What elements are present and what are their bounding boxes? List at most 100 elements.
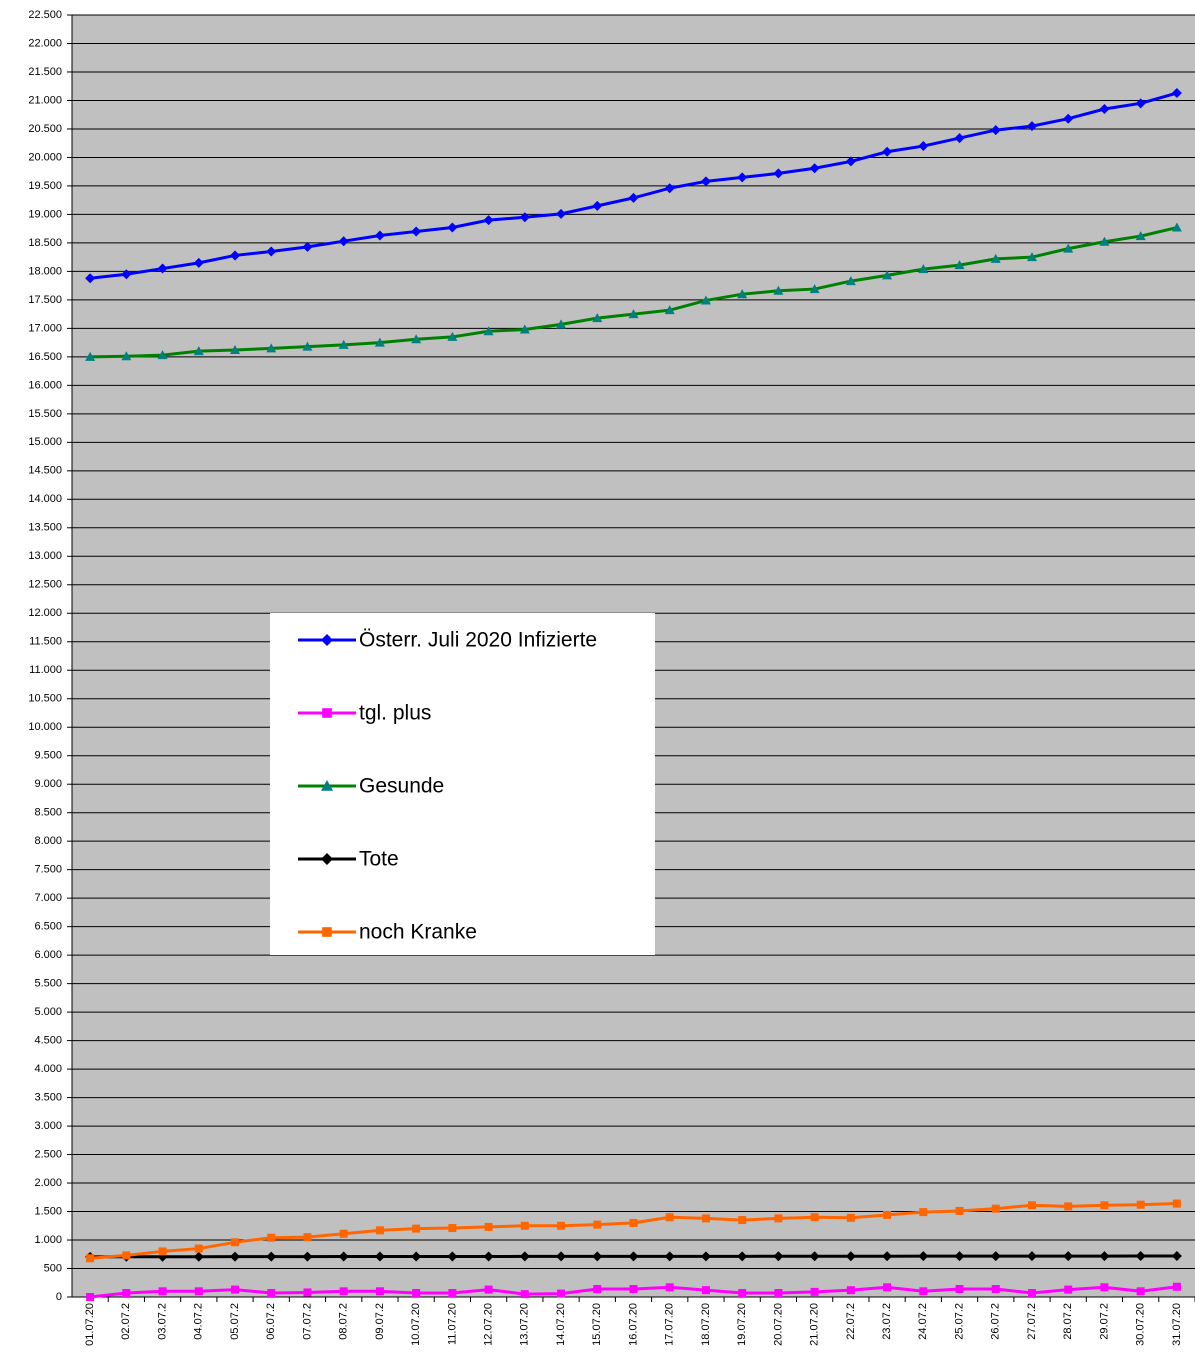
- legend-label: tgl. plus: [359, 702, 431, 725]
- y-tick-label: 21.000: [28, 94, 62, 106]
- data-point: [809, 163, 820, 174]
- y-tick-label: 7.000: [34, 892, 62, 904]
- data-point: [773, 1251, 784, 1262]
- data-point: [302, 341, 313, 351]
- x-tick-label: 05.07.2: [229, 1303, 241, 1340]
- data-point: [882, 1251, 893, 1262]
- y-tick-label: 6.500: [34, 921, 62, 933]
- data-point: [519, 1251, 530, 1262]
- data-point: [955, 1285, 964, 1294]
- y-tick-label: 4.500: [34, 1035, 62, 1047]
- y-tick-label: 12.000: [28, 607, 62, 619]
- data-point: [1063, 243, 1074, 253]
- data-point: [845, 1251, 856, 1262]
- data-point: [991, 1204, 1000, 1213]
- data-point: [484, 1285, 493, 1294]
- x-tick-label: 25.07.2: [953, 1303, 965, 1340]
- data-point: [85, 273, 96, 284]
- data-point: [628, 1251, 639, 1262]
- data-point: [231, 1238, 240, 1247]
- data-point: [483, 1251, 494, 1262]
- data-point: [774, 1214, 783, 1223]
- x-tick-label: 26.07.2: [990, 1303, 1002, 1340]
- data-point: [374, 1251, 385, 1262]
- data-point: [1135, 231, 1146, 241]
- y-tick-label: 8.000: [34, 835, 62, 847]
- x-tick-label: 30.07.20: [1135, 1303, 1147, 1346]
- legend-marker: [321, 853, 333, 865]
- y-tick-label: 18.000: [28, 265, 62, 277]
- data-point: [557, 1289, 566, 1298]
- data-point: [1099, 104, 1110, 115]
- x-tick-label: 04.07.2: [193, 1303, 205, 1340]
- data-point: [484, 1222, 493, 1231]
- y-tick-label: 21.500: [28, 66, 62, 78]
- x-tick-label: 18.07.20: [700, 1303, 712, 1346]
- legend-marker: [322, 708, 332, 718]
- data-point: [556, 319, 567, 329]
- y-tick-label: 5.500: [34, 978, 62, 990]
- data-point: [483, 326, 494, 336]
- data-point: [918, 141, 929, 152]
- x-tick-label: 14.07.20: [555, 1303, 567, 1346]
- data-point: [918, 1251, 929, 1262]
- data-point: [1064, 1202, 1073, 1211]
- x-tick-label: 13.07.20: [519, 1303, 531, 1346]
- data-point: [267, 1289, 276, 1298]
- data-point: [700, 1251, 711, 1262]
- y-tick-label: 12.500: [28, 579, 62, 591]
- data-point: [846, 1213, 855, 1222]
- data-point: [158, 1287, 167, 1296]
- y-tick-label: 14.000: [28, 493, 62, 505]
- data-point: [810, 1287, 819, 1296]
- data-point: [1099, 1251, 1110, 1262]
- data-point: [193, 257, 204, 268]
- data-point: [738, 1289, 747, 1298]
- x-tick-label: 02.07.2: [120, 1303, 132, 1340]
- x-tick-label: 10.07.20: [410, 1303, 422, 1346]
- x-tick-label: 17.07.20: [664, 1303, 676, 1346]
- data-point: [990, 253, 1001, 263]
- y-tick-label: 10.500: [28, 693, 62, 705]
- data-point: [1172, 1199, 1181, 1208]
- data-point: [664, 1251, 675, 1262]
- x-tick-label: 28.07.2: [1062, 1303, 1074, 1340]
- data-point: [1171, 222, 1182, 232]
- legend-marker: [321, 634, 333, 646]
- x-tick-label: 16.07.20: [627, 1303, 639, 1346]
- data-point: [303, 1233, 312, 1242]
- data-point: [1099, 236, 1110, 246]
- data-point: [519, 212, 530, 223]
- y-tick-label: 15.000: [28, 436, 62, 448]
- data-point: [230, 345, 241, 355]
- y-tick-label: 10.000: [28, 721, 62, 733]
- x-tick-label: 27.07.2: [1026, 1303, 1038, 1340]
- data-point: [1063, 113, 1074, 124]
- data-point: [846, 1286, 855, 1295]
- y-tick-label: 1.500: [34, 1205, 62, 1217]
- y-tick-label: 11.500: [29, 636, 62, 648]
- data-point: [737, 172, 748, 183]
- data-point: [230, 250, 241, 261]
- data-point: [121, 269, 132, 280]
- data-point: [774, 1289, 783, 1298]
- data-point: [883, 1283, 892, 1292]
- data-point: [918, 264, 929, 274]
- data-point: [266, 246, 277, 257]
- data-point: [557, 1221, 566, 1230]
- data-point: [845, 156, 856, 167]
- y-tick-label: 7.500: [34, 864, 62, 876]
- y-tick-label: 13.000: [28, 550, 62, 562]
- y-tick-label: 6.000: [34, 949, 62, 961]
- data-point: [773, 285, 784, 295]
- data-point: [375, 1287, 384, 1296]
- data-point: [954, 1251, 965, 1262]
- y-tick-label: 4.000: [34, 1063, 62, 1075]
- x-tick-label: 24.07.2: [917, 1303, 929, 1340]
- data-point: [338, 236, 349, 247]
- y-tick-label: 19.000: [28, 208, 62, 220]
- y-tick-label: 3.000: [34, 1120, 62, 1132]
- data-point: [628, 309, 639, 319]
- data-point: [447, 331, 458, 341]
- x-tick-label: 12.07.20: [483, 1303, 495, 1346]
